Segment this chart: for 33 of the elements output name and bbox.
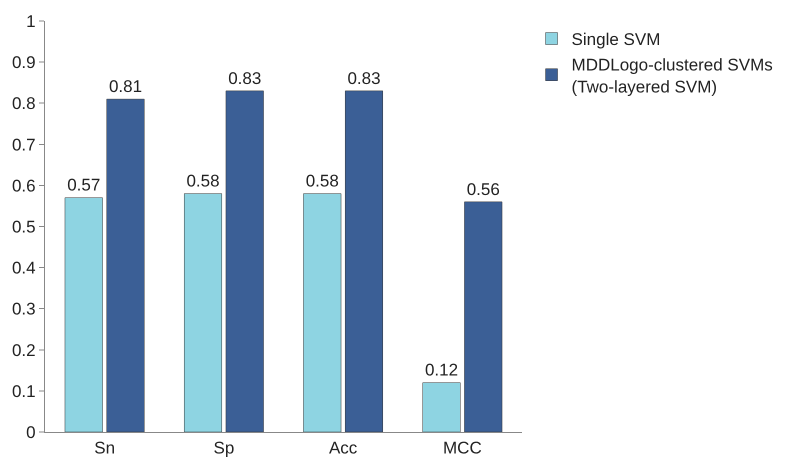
x-tick-label: Acc [328, 438, 358, 458]
data-label: 0.57 [67, 176, 100, 195]
x-tick-label: Sn [94, 438, 116, 458]
y-tick-label: 0.7 [12, 135, 36, 154]
data-label: 0.58 [186, 172, 220, 191]
bar [422, 382, 461, 432]
y-tick-label: 0.2 [12, 340, 36, 360]
bar [64, 197, 103, 432]
y-tick-label: 1 [26, 12, 36, 31]
legend-label: MDDLogo-clustered SVMs (Two-layered SVM) [572, 55, 773, 96]
y-tick-label: 0.9 [12, 53, 36, 72]
y-tick-label: 0 [26, 422, 36, 442]
data-label: 0.12 [424, 360, 458, 380]
x-tick-label: Sp [213, 438, 234, 458]
bar [106, 98, 145, 432]
bar [303, 193, 342, 432]
y-tick-label: 0.3 [12, 300, 36, 319]
data-label: 0.58 [306, 172, 339, 191]
y-tick-label: 0.4 [12, 258, 36, 278]
x-tick-label: MCC [443, 438, 482, 458]
y-tick-label: 0.8 [12, 94, 36, 114]
legend-label: Single SVM [572, 30, 660, 50]
bar [344, 90, 384, 432]
y-tick-label: 0.1 [12, 382, 36, 401]
data-label: 0.83 [228, 68, 262, 88]
bar [184, 193, 222, 432]
data-label: 0.81 [108, 77, 142, 96]
data-label: 0.56 [466, 180, 500, 199]
data-label: 0.83 [347, 68, 381, 88]
y-tick-label: 0.6 [12, 176, 36, 196]
bar [226, 90, 264, 432]
bar [464, 202, 502, 432]
y-tick-label: 0.5 [12, 217, 36, 236]
